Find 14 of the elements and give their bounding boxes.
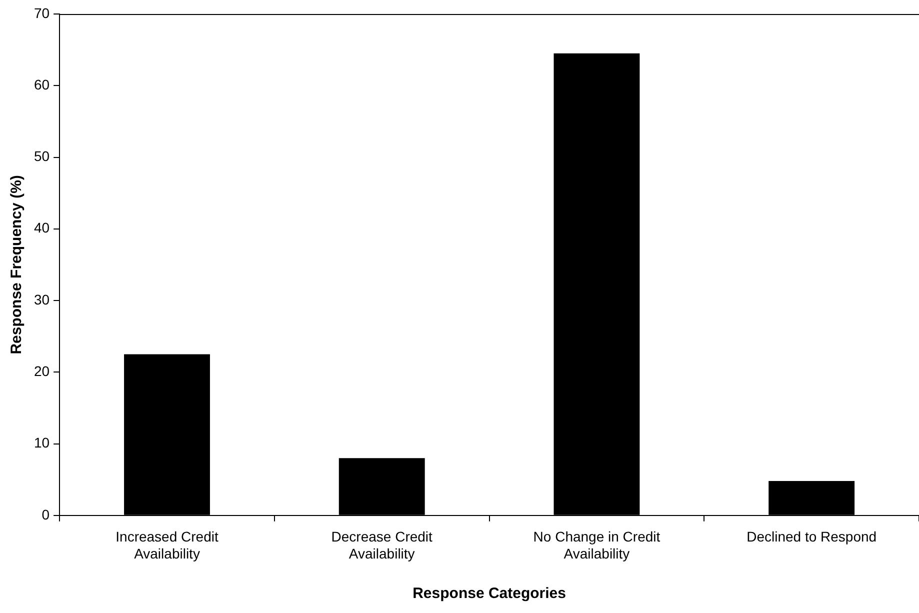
y-tick-label: 10	[34, 434, 50, 451]
x-tick-label: Decrease Credit Availability	[331, 528, 433, 562]
y-tick-label: 50	[34, 148, 50, 164]
y-tick-label: 0	[42, 506, 50, 522]
y-axis-title: Response Frequency (%)	[8, 175, 26, 354]
y-tick-label: 40	[34, 220, 50, 236]
y-tick-label: 30	[34, 291, 50, 308]
x-tick-label: No Change in Credit Availability	[533, 528, 660, 562]
x-tick-label: Increased Credit Availability	[116, 528, 218, 562]
y-tick-label: 60	[34, 76, 50, 92]
x-axis-title: Response Categories	[412, 585, 566, 602]
y-tick-label: 70	[34, 4, 50, 21]
x-tick-label: Declined to Respond	[746, 528, 877, 545]
y-tick-label: 20	[34, 363, 50, 379]
